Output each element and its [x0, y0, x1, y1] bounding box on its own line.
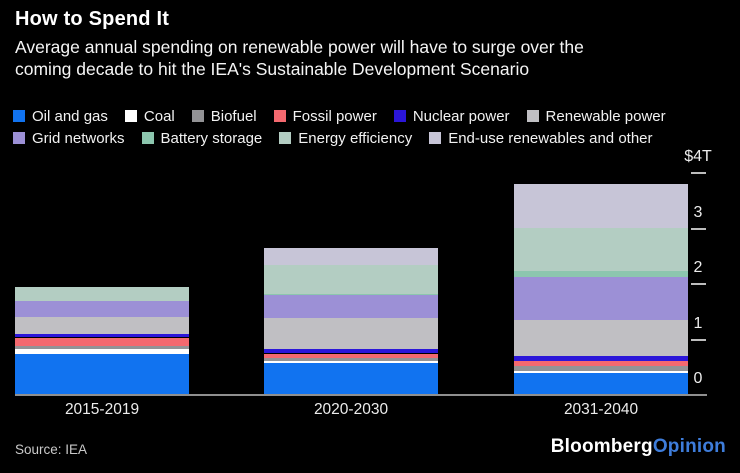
segment-oil-and-gas	[15, 354, 189, 394]
legend-label: Coal	[143, 107, 175, 125]
legend-item-grid-networks: Grid networks	[13, 130, 125, 147]
logo-opinion: Opinion	[652, 436, 726, 457]
segment-coal	[264, 360, 438, 363]
segment-fossil-power	[15, 337, 189, 347]
segment-coal	[15, 348, 189, 355]
y-tick-label: $4T	[684, 148, 712, 166]
segment-renewable-power	[264, 318, 438, 350]
segment-biofuel	[264, 358, 438, 361]
segment-coal	[514, 370, 688, 373]
segment-grid-networks	[264, 294, 438, 319]
legend-label: Oil and gas	[32, 107, 108, 125]
segment-battery-storage	[514, 271, 688, 278]
segment-energy-efficiency	[514, 227, 688, 271]
legend-item-oil-and-gas: Oil and gas	[13, 108, 108, 125]
legend-label: Energy efficiency	[298, 129, 413, 147]
segment-grid-networks	[514, 277, 688, 321]
legend-item-fossil-power: Fossil power	[273, 107, 377, 125]
segment-grid-networks	[15, 300, 189, 317]
legend-label: Biofuel	[210, 107, 257, 125]
legend: Oil and gas Coal Biofuel Fossil power Nuclea…	[13, 105, 666, 149]
source-note: Source: IEA	[15, 442, 88, 457]
y-tick-label: 3	[693, 203, 703, 221]
segment-end-use-renewables-and-other	[514, 184, 688, 228]
legend-item-nuclear-power: Nuclear power	[393, 107, 510, 125]
legend-label: End-use renewables and other	[448, 129, 653, 147]
bloomberg-opinion-logo: BloombergOpinion	[551, 436, 726, 458]
segment-biofuel	[15, 346, 189, 349]
legend-row: Oil and gas Coal Biofuel Fossil power Nuclea…	[13, 105, 666, 127]
chart-title: How to Spend It	[15, 8, 170, 30]
y-tick	[691, 338, 706, 341]
y-tick	[691, 227, 706, 230]
legend-label: Nuclear power	[412, 107, 510, 125]
legend-swatch-oil-and-gas	[13, 110, 25, 122]
segment-renewable-power	[15, 317, 189, 335]
logo-bloomberg: Bloomberg	[550, 436, 653, 457]
segment-nuclear-power	[15, 334, 189, 338]
legend-row: Grid networks Battery storage Energy effic…	[13, 127, 666, 149]
legend-label: Renewable power	[545, 107, 666, 125]
y-tick	[691, 283, 706, 286]
legend-item-battery-storage: Battery storage	[141, 129, 263, 147]
segment-renewable-power	[514, 320, 688, 357]
legend-swatch-end-use-renewables-and-other	[429, 132, 442, 144]
segment-oil-and-gas	[264, 363, 438, 394]
legend-item-end-use-renewables-and-other: End-use renewables and other	[429, 129, 653, 147]
legend-item-renewable-power: Renewable power	[526, 107, 666, 125]
chart-subtitle: Average annual spending on renewable pow…	[15, 37, 584, 79]
legend-label: Fossil power	[292, 107, 377, 125]
x-axis-label-2020-2030: 2020-2030	[313, 401, 389, 418]
x-axis-label-2015-2019: 2015-2019	[64, 401, 140, 418]
segment-battery-storage	[264, 293, 438, 295]
segment-end-use-renewables-and-other	[264, 247, 438, 265]
legend-item-biofuel: Biofuel	[191, 107, 257, 125]
segment-biofuel	[514, 366, 688, 371]
x-axis-baseline	[15, 394, 707, 396]
y-tick-label: 2	[693, 259, 703, 277]
segment-oil-and-gas	[514, 372, 688, 394]
segment-nuclear-power	[264, 349, 438, 354]
legend-swatch-renewable-power	[526, 110, 539, 122]
legend-label: Battery storage	[160, 129, 263, 147]
legend-swatch-battery-storage	[141, 132, 154, 144]
legend-swatch-coal	[124, 110, 137, 122]
segment-nuclear-power	[514, 356, 688, 362]
segment-energy-efficiency	[15, 287, 189, 301]
legend-label: Grid networks	[32, 129, 125, 147]
y-tick-label: 0	[693, 370, 703, 387]
legend-swatch-fossil-power	[273, 110, 286, 122]
legend-swatch-nuclear-power	[393, 110, 406, 122]
legend-item-energy-efficiency: Energy efficiency	[279, 130, 412, 147]
legend-item-coal: Coal	[124, 107, 175, 125]
y-tick-label: 1	[693, 314, 703, 332]
segment-fossil-power	[514, 361, 688, 367]
legend-swatch-grid-networks	[13, 132, 25, 144]
legend-swatch-biofuel	[191, 110, 204, 122]
y-tick	[691, 172, 706, 175]
legend-swatch-energy-efficiency	[279, 132, 292, 144]
segment-energy-efficiency	[264, 264, 438, 294]
x-axis-label-2031-2040: 2031-2040	[563, 401, 639, 418]
segment-fossil-power	[264, 353, 438, 358]
